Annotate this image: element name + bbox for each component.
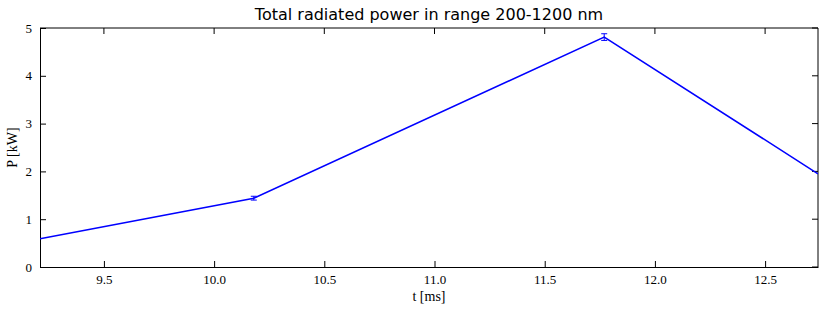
y-tick: 0 <box>26 260 47 275</box>
x-tick-mark <box>435 261 436 267</box>
x-tick: 10.0 <box>203 261 226 287</box>
y-tick-mark-right <box>812 267 818 268</box>
x-tick-mark <box>545 261 546 267</box>
y-tick: 2 <box>26 164 47 179</box>
x-tick: 11.5 <box>534 261 556 287</box>
x-tick-label: 10.5 <box>313 272 336 287</box>
y-tick-label: 4 <box>26 68 33 83</box>
y-tick: 4 <box>26 68 47 83</box>
y-tick-mark-right <box>812 219 818 220</box>
x-tick: 12.0 <box>644 261 667 287</box>
error-bar-stem <box>604 34 605 41</box>
y-axis-title: P [kW] <box>5 127 20 167</box>
x-axis-line <box>41 267 819 268</box>
title: Total radiated power in range 200-1200 n… <box>254 5 603 24</box>
x-tick: 11.0 <box>424 261 446 287</box>
x-tick-mark-top <box>544 28 545 34</box>
y-tick: 3 <box>26 116 47 131</box>
y-tick-label: 0 <box>26 260 33 275</box>
plot-area: 9.5 10.0 10.5 11.0 11.5 12.0 12.5 0 1 2 3 4 5 <box>26 21 819 288</box>
x-tick-mark <box>214 261 215 267</box>
x-tick-mark-top <box>434 28 435 34</box>
y-tick-mark <box>40 219 46 220</box>
y-tick-mark <box>40 76 46 77</box>
y-tick-label: 3 <box>26 116 33 131</box>
y-tick-mark-right <box>812 75 818 76</box>
x-tick-mark <box>765 261 766 267</box>
y-tick-label: 5 <box>26 21 33 36</box>
y-tick-mark <box>40 171 46 172</box>
x-tick-label: 12.0 <box>644 272 667 287</box>
error-bar-cap <box>601 33 607 34</box>
y-tick: 1 <box>26 212 47 227</box>
y-axis: 0 1 2 3 4 5 <box>26 21 47 275</box>
x-tick: 9.5 <box>96 261 112 287</box>
x-tick-label: 10.0 <box>203 272 226 287</box>
error-bar-cap <box>251 200 257 201</box>
data-layer <box>40 34 818 239</box>
y-axis-line <box>40 29 41 268</box>
x-tick-label: 11.0 <box>424 272 446 287</box>
y-tick-mark <box>40 267 46 268</box>
x-tick-mark <box>324 261 325 267</box>
chart: 9.5 10.0 10.5 11.0 11.5 12.0 12.5 0 1 2 3 4 5 Total r… <box>0 0 826 312</box>
y-tick-mark-right <box>812 28 818 29</box>
x-axis: 9.5 10.0 10.5 11.0 11.5 12.0 12.5 <box>41 261 819 287</box>
x-tick-label: 12.5 <box>754 272 777 287</box>
right-frame <box>818 28 819 267</box>
error-bar-stem <box>253 196 254 200</box>
error-bar-cap <box>251 196 257 197</box>
y-tick-label: 1 <box>26 212 33 227</box>
x-tick-mark <box>104 261 105 267</box>
y-tick-mark-right <box>812 123 818 124</box>
x-tick-mark <box>655 261 656 267</box>
x-tick-label: 9.5 <box>96 272 112 287</box>
top-frame <box>40 28 818 29</box>
x-tick: 10.5 <box>313 261 336 287</box>
x-tick-label: 11.5 <box>534 272 556 287</box>
error-bar <box>251 196 257 200</box>
y-tick-label: 2 <box>26 164 33 179</box>
x-tick: 12.5 <box>754 261 777 287</box>
x-tick-mark-top <box>765 28 766 34</box>
error-bar-cap <box>601 40 607 41</box>
error-bar <box>601 34 607 41</box>
y-tick-mark <box>40 124 46 125</box>
series-line <box>40 37 818 239</box>
x-tick-mark-top <box>103 28 104 34</box>
x-tick-mark-top <box>654 28 655 34</box>
x-axis-title: t [ms] <box>412 289 445 304</box>
x-tick-mark-top <box>214 28 215 34</box>
x-tick-mark-top <box>324 28 325 34</box>
